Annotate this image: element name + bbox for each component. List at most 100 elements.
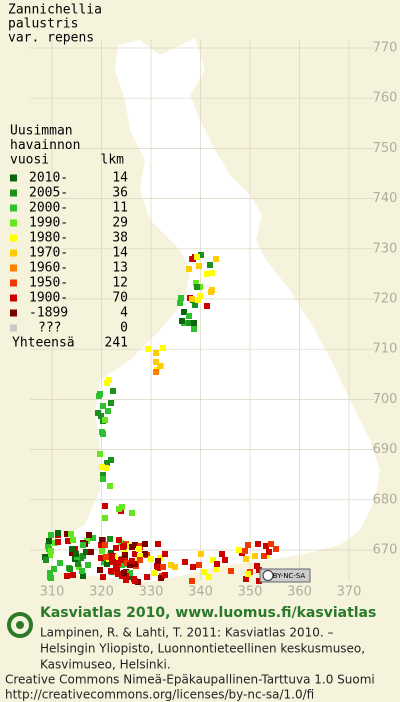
observation-square (122, 552, 128, 558)
observation-square (261, 553, 267, 559)
observation-square (198, 252, 204, 258)
observation-square (191, 320, 197, 326)
observation-square (243, 576, 249, 582)
legend-count: 70 (112, 291, 128, 306)
observation-square (172, 564, 178, 570)
observation-square (192, 302, 198, 308)
title-line: palustris (8, 17, 78, 32)
observation-square (196, 263, 202, 269)
observation-square (153, 359, 159, 365)
observation-square (206, 574, 212, 580)
observation-square (186, 266, 192, 272)
x-coordinate-label: 320 (89, 585, 114, 600)
observation-square (137, 557, 143, 563)
x-coordinate-label: 360 (287, 585, 312, 600)
legend-count-heading: lkm (101, 153, 125, 168)
x-coordinate-label: 370 (337, 585, 362, 600)
observation-square (70, 572, 76, 578)
observation-square (195, 297, 201, 303)
observation-square (70, 537, 76, 543)
observation-square (64, 573, 70, 579)
observation-square (168, 562, 174, 568)
observation-square (179, 318, 185, 324)
observation-square (55, 530, 61, 536)
observation-square (186, 320, 192, 326)
observation-square (162, 572, 168, 578)
observation-square (107, 483, 113, 489)
observation-square (210, 557, 216, 563)
observation-square (55, 539, 61, 545)
observation-square (116, 506, 122, 512)
observation-square (155, 565, 161, 571)
observation-square (99, 464, 105, 470)
legend-label: 1980- (29, 231, 68, 246)
footer-headline: Kasviatlas 2010, www.luomus.fi/kasviatla… (40, 605, 376, 621)
y-coordinate-label: 710 (373, 342, 398, 357)
cc-badge (259, 568, 311, 583)
legend-label: 2005- (29, 186, 68, 201)
observation-square (245, 571, 251, 577)
legend-count: 38 (112, 231, 128, 246)
observation-square (129, 558, 135, 564)
legend-swatch (10, 294, 17, 302)
legend-swatch (10, 189, 17, 197)
observation-square (236, 547, 242, 553)
observation-square (85, 562, 91, 568)
legend-heading: havainnon (10, 138, 80, 153)
observation-square (193, 280, 199, 286)
observation-square (68, 531, 74, 537)
observation-square (145, 346, 151, 352)
x-coordinate-label: 350 (238, 585, 263, 600)
observation-square (213, 566, 219, 572)
observation-square (48, 532, 54, 538)
observation-square (131, 576, 137, 582)
y-coordinate-label: 700 (373, 392, 398, 407)
observation-square (222, 557, 228, 563)
observation-square (208, 289, 214, 295)
observation-square (254, 563, 260, 569)
observation-square (75, 561, 81, 567)
observation-square (108, 457, 114, 463)
observation-square (100, 472, 106, 478)
legend-swatch (10, 174, 17, 182)
observation-square (64, 531, 70, 537)
legend-label: 1950- (29, 276, 68, 291)
license: http://creativecommons.org/licenses/by-n… (5, 688, 314, 702)
observation-square (121, 570, 127, 576)
observation-square (86, 532, 92, 538)
observation-square (104, 460, 110, 466)
observation-square (151, 570, 157, 576)
legend-count: 14 (112, 246, 128, 261)
observation-square (142, 541, 148, 547)
observation-square (51, 566, 57, 572)
legend-swatch (10, 279, 17, 287)
legend-label: 2010- (29, 171, 68, 186)
y-coordinate-label: 750 (373, 141, 398, 156)
legend-count: 36 (112, 186, 128, 201)
observation-square (123, 577, 129, 583)
observation-square (47, 570, 53, 576)
observation-square (46, 538, 52, 544)
legend-swatch (10, 264, 17, 272)
observation-square (109, 559, 115, 565)
observation-square (189, 578, 195, 584)
legend-count: 11 (112, 201, 128, 216)
legend-count: 4 (120, 306, 128, 321)
citation: Kasvimuseo, Helsinki. (40, 658, 171, 672)
observation-square (155, 558, 161, 564)
observation-square (190, 564, 196, 570)
observation-square (102, 515, 108, 521)
observation-square (88, 549, 94, 555)
observation-square (90, 535, 96, 541)
x-coordinate-label: 310 (40, 585, 65, 600)
y-coordinate-label: 730 (373, 241, 398, 256)
license: Creative Commons Nimeä-Epäkaupallinen-Ta… (5, 673, 375, 687)
observation-square (160, 564, 166, 570)
x-coordinate-label: 330 (139, 585, 164, 600)
observation-square (198, 551, 204, 557)
legend-label: 1990- (29, 216, 68, 231)
observation-square (189, 296, 195, 302)
legend-count: 14 (112, 171, 128, 186)
observation-square (197, 293, 203, 299)
